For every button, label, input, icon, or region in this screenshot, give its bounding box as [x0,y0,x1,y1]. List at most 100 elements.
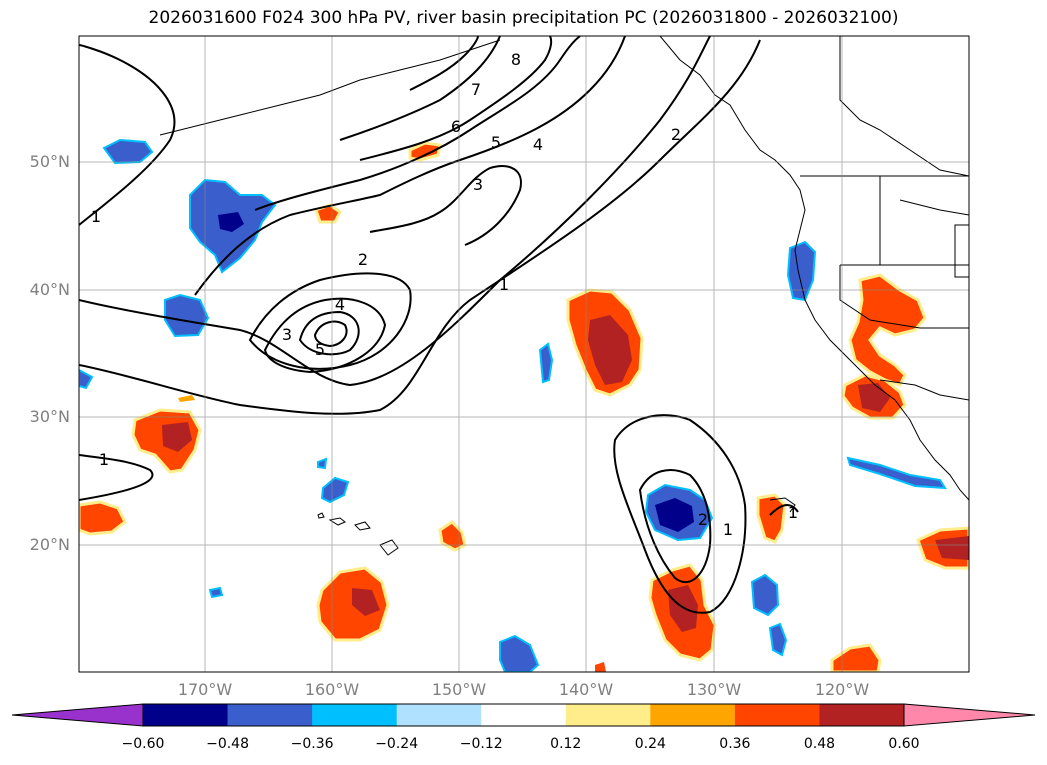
contour-label: 5 [491,133,501,152]
colorbar-segment [396,704,482,726]
colorbar-segment [227,704,313,726]
colorbar-tick-label: 0.36 [719,736,751,752]
contour-line [409,36,479,91]
precip-blob [352,588,380,616]
precip-blob [846,456,947,490]
contour-label: 3 [473,175,483,194]
precip-blob [162,422,192,452]
contour-label: 7 [471,80,481,99]
map-title: 2026031600 F024 300 hPa PV, river basin … [148,8,899,28]
contour-line [613,414,747,614]
colorbar-segment [734,704,820,726]
contour-line [194,36,626,296]
contour-line [79,454,154,501]
contour-label: 2 [698,510,708,529]
contour-label: 1 [723,520,733,539]
contour-line [254,36,581,211]
contour-label: 1 [99,450,109,469]
contour-label: 1 [91,207,101,226]
colorbar-tick-label: −0.24 [375,736,419,752]
negative-precip-areas [79,138,947,672]
precip-blob [499,634,540,672]
contour-line [369,165,522,246]
colorbar-extend-max [903,703,1036,727]
precip-blob [79,368,94,390]
colorbar-segment [481,704,567,726]
lon-label: 170°W [177,680,233,699]
contour-label: 2 [358,250,368,269]
colorbar-segment [819,704,905,726]
contour-line [298,310,360,356]
precip-blob [178,395,195,402]
contour-line [359,36,553,161]
lat-label: 20°N [29,535,70,554]
precip-blob [218,212,244,232]
colorbar-segment [565,704,651,726]
contour-label: 4 [335,295,345,314]
contour-label: 4 [533,135,543,154]
colorbar-tick-label: 0.12 [550,736,582,752]
contour-line [769,504,799,516]
precip-blob [164,293,210,338]
precip-blob [750,573,780,617]
precip-blob [756,493,787,544]
contour-label: 2 [671,125,681,144]
precip-blob [595,662,606,672]
map-frame [78,35,970,673]
coastlines [159,36,969,556]
precip-blob [408,141,442,162]
precip-blob [208,586,224,599]
lat-label: 40°N [29,280,70,299]
colorbar-tick-label: 0.48 [803,736,836,752]
lon-label: 120°W [814,680,870,699]
precip-blob [830,643,882,672]
precip-blob [655,498,694,532]
colorbar-tick-label: −0.48 [206,736,249,752]
contour-line [339,36,501,141]
contour-label: 1 [499,275,509,294]
precip-blob [79,500,127,536]
precip-blob [317,457,328,470]
precip-blob [935,536,969,560]
lon-label: 140°W [558,680,614,699]
contour-label: 3 [282,325,292,344]
precip-blob [438,520,467,552]
colorbar-tick-label: 0.24 [634,736,666,752]
colorbar-tick-label: −0.60 [121,736,165,752]
precip-blob [102,138,154,165]
colorbar-extend-min [11,703,144,727]
colorbar-tick-label: 0.60 [888,736,920,752]
precip-blob [786,240,817,302]
precip-blob [668,585,698,632]
colorbar-segment [650,704,736,726]
colorbar [11,703,1036,727]
lon-label: 150°W [431,680,487,699]
contour-label: 8 [511,50,521,69]
precip-blob [320,476,350,504]
lon-label: 130°W [686,680,742,699]
precip-blob [538,342,554,384]
colorbar-tick-label: −0.12 [459,736,503,752]
contour-label: 6 [451,117,461,136]
colorbar-tick-label: −0.36 [290,736,334,752]
contour-line [263,297,387,374]
colorbar-segment [143,704,229,726]
precip-blob [848,273,927,387]
colorbar-segment [312,704,398,726]
pv-contours [79,36,799,614]
contour-line [313,320,348,348]
map-panel: 1 1 1 1 1 2 2 2 3 3 4 4 5 5 6 7 8 [78,35,970,673]
contour-label-group: 1 1 1 1 1 2 2 2 3 3 4 4 5 5 6 7 8 [91,50,798,539]
colorbar-frame [142,703,905,727]
contour-line [79,39,761,415]
contour-label: 1 [788,503,798,522]
precip-blob [588,315,632,385]
precip-blob [768,622,788,657]
contour-label: 5 [315,340,325,359]
contour-line [79,44,176,226]
lat-label: 30°N [29,407,70,426]
contour-line [79,36,711,387]
graticule [79,36,969,672]
lon-label: 160°W [304,680,360,699]
lat-label: 50°N [29,152,70,171]
